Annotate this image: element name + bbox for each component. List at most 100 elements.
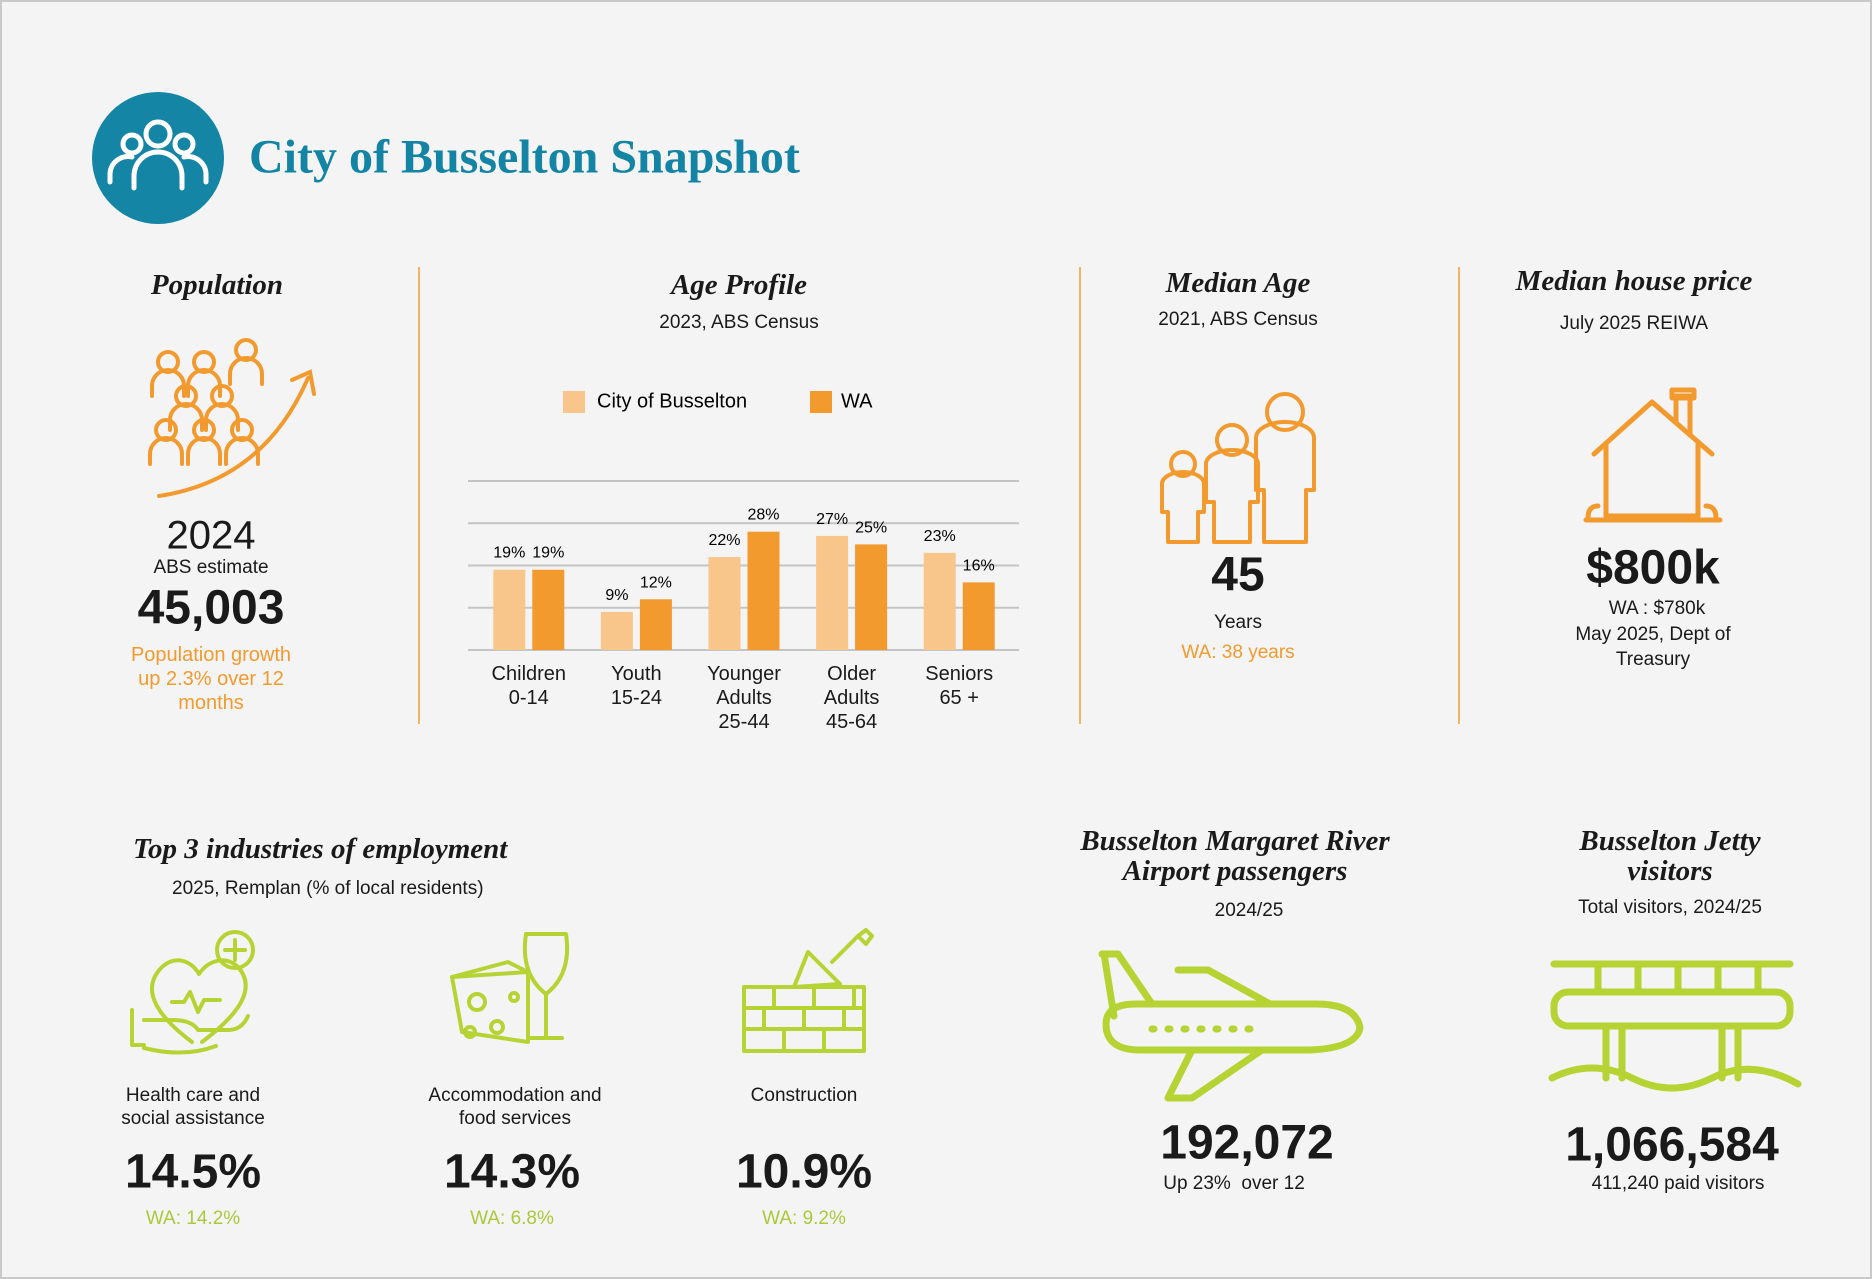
bar bbox=[532, 569, 565, 650]
icon-part bbox=[1164, 966, 1274, 1102]
section-heading: Median house price bbox=[1515, 265, 1753, 297]
industry-value: 14.3% bbox=[443, 1145, 581, 1199]
header-icon bbox=[92, 92, 224, 224]
icon-part bbox=[107, 119, 209, 191]
icon-part bbox=[148, 418, 184, 466]
data-label: 25% bbox=[855, 519, 887, 536]
icon-part bbox=[223, 938, 247, 962]
icon-part bbox=[1550, 988, 1794, 1030]
icon-part bbox=[528, 992, 564, 1040]
source: ABS estimate bbox=[153, 557, 269, 578]
x-tick-label: Seniors 65 + bbox=[925, 663, 994, 709]
icon-part bbox=[170, 990, 222, 1014]
plane-icon bbox=[1098, 950, 1364, 1102]
icon-part bbox=[508, 991, 520, 1003]
population-value: 45,003 bbox=[137, 581, 285, 635]
section-heading: Population bbox=[150, 269, 284, 301]
icon-part bbox=[1098, 950, 1156, 1020]
population-note: Population growth up 2.3% over 12 months bbox=[130, 644, 292, 714]
icon-part bbox=[181, 154, 209, 185]
wa-source: May 2025, Dept of Treasury bbox=[1575, 624, 1731, 670]
icon-part bbox=[742, 985, 866, 1053]
icon-part bbox=[157, 376, 310, 498]
wa-comparison: WA: 14.2% bbox=[145, 1208, 241, 1229]
median-age-value: 45 bbox=[1211, 548, 1265, 602]
wa-comparison: WA : $780k bbox=[1608, 598, 1706, 619]
icon-part bbox=[107, 154, 135, 185]
icon-part bbox=[1550, 960, 1794, 996]
source: July 2025 REIWA bbox=[1559, 313, 1709, 334]
data-label: 27% bbox=[816, 511, 848, 528]
page-title: City of Busselton Snapshot bbox=[249, 130, 800, 184]
industry-label: Construction bbox=[750, 1085, 858, 1106]
industry-label: Health care and social assistance bbox=[121, 1085, 265, 1129]
source: 2021, ABS Census bbox=[1158, 309, 1318, 330]
icon-part bbox=[1204, 448, 1260, 544]
icon-part bbox=[1160, 470, 1206, 544]
icon-part bbox=[522, 932, 570, 996]
bar bbox=[493, 569, 526, 650]
icon-part bbox=[1591, 399, 1715, 457]
icon-part bbox=[1215, 423, 1249, 457]
icon-part bbox=[830, 928, 874, 964]
population-icon bbox=[148, 338, 316, 498]
industry-value: 10.9% bbox=[735, 1145, 873, 1199]
jetty-value: 1,066,584 bbox=[1565, 1118, 1779, 1172]
bar bbox=[855, 544, 888, 650]
legend-swatch bbox=[810, 391, 832, 413]
chart-subtitle: 2023, ABS Census bbox=[659, 312, 819, 333]
data-label: 28% bbox=[747, 507, 779, 524]
icon-part bbox=[1602, 1022, 1742, 1082]
house-icon bbox=[1583, 387, 1723, 523]
icon-part bbox=[467, 992, 487, 1012]
icon-part bbox=[130, 1008, 250, 1055]
bar bbox=[639, 599, 672, 650]
data-label: 12% bbox=[640, 574, 672, 591]
icon-part bbox=[1669, 387, 1697, 401]
dividers bbox=[418, 267, 1460, 724]
wa-comparison: WA: 38 years bbox=[1181, 642, 1295, 663]
jetty-note: 411,240 paid visitors bbox=[1591, 1173, 1765, 1194]
icon-part bbox=[228, 338, 264, 386]
bar bbox=[600, 611, 633, 650]
icon-part bbox=[1102, 1000, 1364, 1054]
icon-part bbox=[450, 960, 530, 1044]
food-icon bbox=[450, 932, 570, 1044]
icon-part bbox=[792, 950, 842, 989]
section-heading: Busselton Margaret River Airport passeng… bbox=[1080, 825, 1390, 887]
section-heading: Busselton Jetty visitors bbox=[1579, 825, 1761, 887]
airport-note: Up 23% over 12 bbox=[1163, 1173, 1305, 1194]
icon-part bbox=[1254, 420, 1316, 544]
data-label: 16% bbox=[963, 557, 995, 574]
source: 2025, Remplan (% of local residents) bbox=[172, 878, 484, 899]
section-heading: Top 3 industries of employment bbox=[133, 833, 508, 865]
icon-part bbox=[172, 132, 196, 156]
icon-part bbox=[131, 149, 185, 191]
data-label: 9% bbox=[605, 587, 628, 604]
wa-comparison: WA: 9.2% bbox=[762, 1208, 846, 1229]
icon-part bbox=[463, 1025, 477, 1039]
x-tick-label: Youth 15-24 bbox=[610, 663, 662, 709]
x-tick-label: Younger Adults 25-44 bbox=[707, 663, 781, 733]
icon-part bbox=[290, 369, 316, 396]
legend-label: City of Busselton bbox=[597, 390, 747, 412]
data-label: 19% bbox=[532, 545, 564, 562]
source: 2024/25 bbox=[1214, 900, 1284, 921]
data-label: 19% bbox=[493, 545, 525, 562]
bar bbox=[816, 535, 849, 650]
year: 2024 bbox=[166, 513, 256, 558]
icon-part bbox=[143, 119, 173, 149]
bar bbox=[962, 582, 995, 650]
icon-part bbox=[1583, 503, 1723, 523]
section-heading: Age Profile bbox=[670, 269, 808, 301]
source: Total visitors, 2024/25 bbox=[1578, 897, 1762, 918]
x-tick-label: Children 0-14 bbox=[491, 663, 567, 709]
icon-part bbox=[1603, 441, 1701, 519]
airport-value: 192,072 bbox=[1160, 1116, 1334, 1170]
health-icon bbox=[130, 930, 255, 1055]
icon-part bbox=[489, 1019, 505, 1035]
